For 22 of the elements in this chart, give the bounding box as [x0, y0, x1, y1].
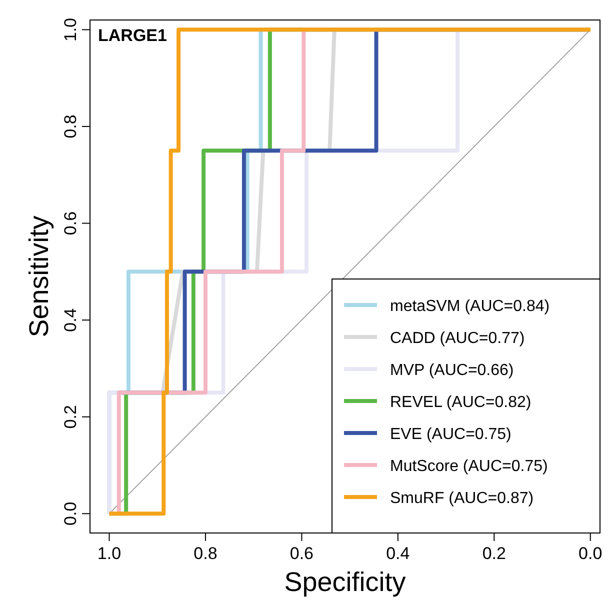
x-tick-label: 0.8	[194, 544, 218, 563]
x-tick-label: 0.0	[578, 544, 602, 563]
legend-label: CADD (AUC=0.77)	[390, 330, 525, 347]
y-tick-label: 0.8	[61, 114, 80, 138]
x-tick-label: 1.0	[97, 544, 122, 563]
y-tick-label: 0.0	[61, 502, 80, 526]
x-tick-label: 0.2	[482, 544, 506, 563]
legend-label: SmuRF (AUC=0.87)	[390, 490, 534, 507]
y-tick-label: 0.6	[61, 211, 80, 236]
chart-title: LARGE1	[98, 26, 167, 45]
legend-label: metaSVM (AUC=0.84)	[390, 298, 550, 315]
y-tick-label: 0.2	[61, 405, 80, 429]
x-axis-title: Specificity	[284, 567, 406, 597]
y-tick-label: 1.0	[61, 18, 80, 42]
x-tick-label: 0.4	[386, 544, 410, 563]
x-tick-label: 0.6	[290, 544, 314, 563]
legend-label: MVP (AUC=0.66)	[390, 362, 514, 379]
legend-label: REVEL (AUC=0.82)	[390, 394, 532, 411]
legend-label: EVE (AUC=0.75)	[390, 426, 512, 443]
y-axis-title: Sensitivity	[24, 215, 54, 338]
y-tick-label: 0.4	[61, 308, 80, 332]
legend-label: MutScore (AUC=0.75)	[390, 458, 548, 475]
